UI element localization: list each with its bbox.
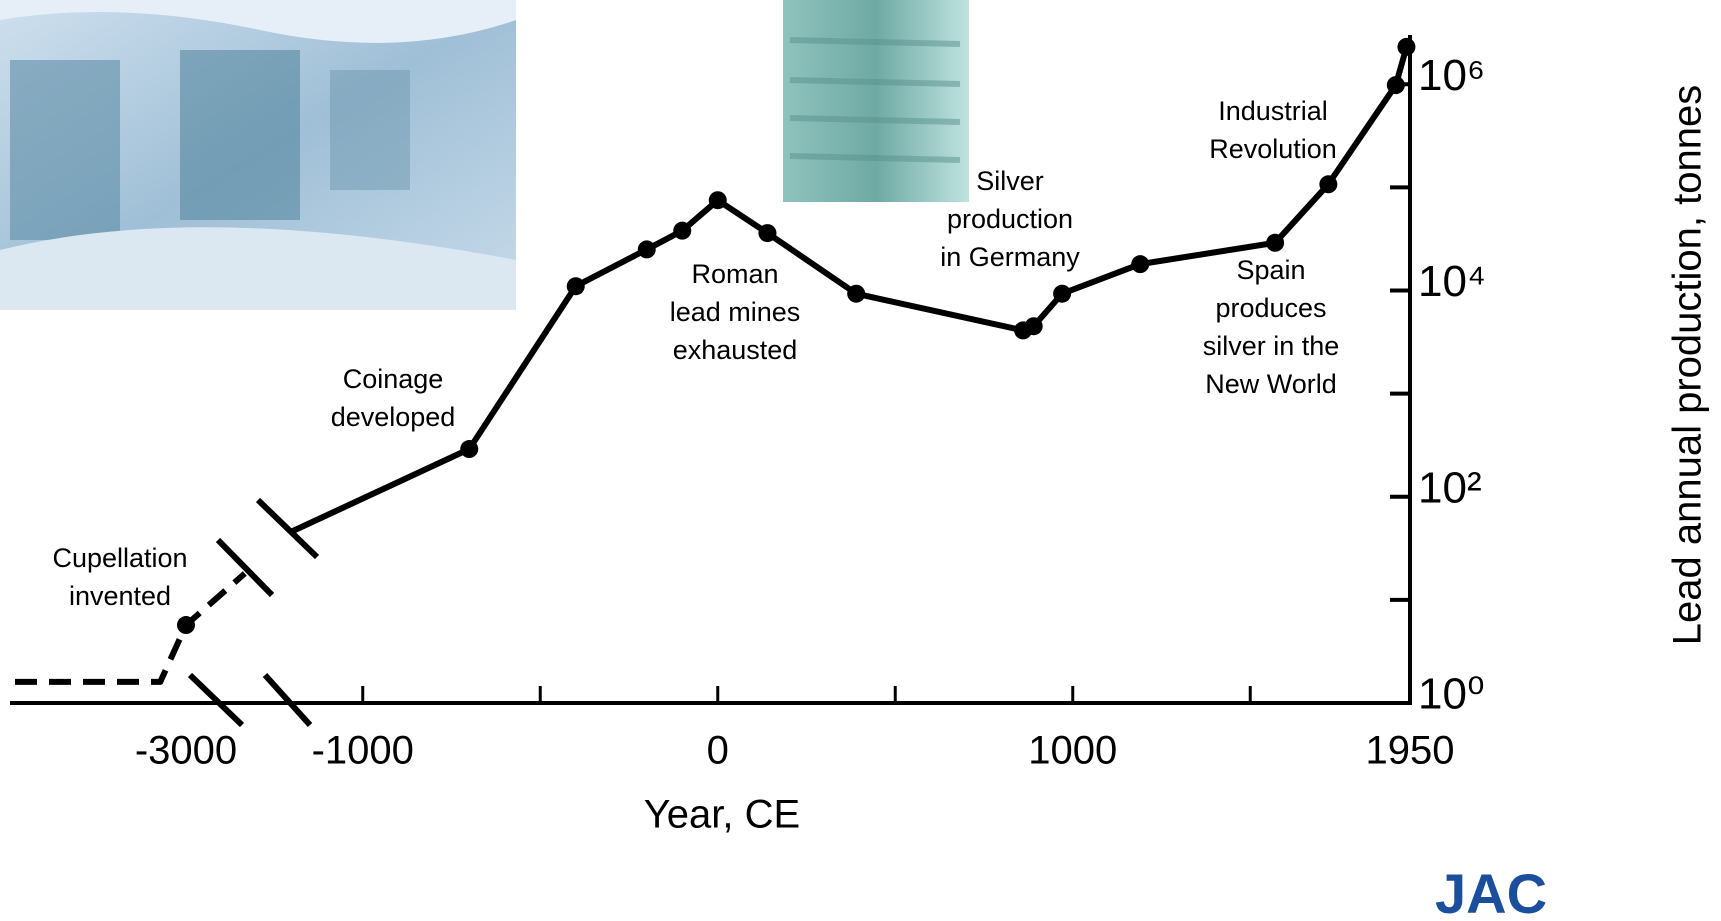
x-tick-label: -3000 bbox=[135, 729, 237, 773]
annotation: New World bbox=[1205, 369, 1337, 399]
x-tick-label: 1950 bbox=[1366, 729, 1455, 773]
logo: JAC bbox=[1435, 862, 1547, 921]
data-point bbox=[709, 191, 727, 209]
data-point bbox=[673, 222, 691, 240]
x-tick-label: -1000 bbox=[312, 729, 414, 773]
annotation: developed bbox=[331, 402, 456, 432]
page: {"chart_data": { "type": "line", "log_y"… bbox=[0, 0, 1721, 921]
data-point bbox=[1266, 234, 1284, 252]
annotation: Roman bbox=[691, 259, 778, 289]
annotation: in Germany bbox=[940, 242, 1080, 272]
data-point bbox=[1131, 255, 1149, 273]
annotation: invented bbox=[69, 581, 171, 611]
annotation: Spain bbox=[1236, 255, 1305, 285]
ice-core-photo bbox=[783, 0, 969, 202]
axis-breaks bbox=[190, 500, 317, 725]
data-point bbox=[847, 285, 865, 303]
annotation: production bbox=[947, 204, 1073, 234]
data-point bbox=[177, 616, 195, 634]
data-point bbox=[567, 277, 585, 295]
annotation: Industrial bbox=[1218, 96, 1328, 126]
data-point bbox=[1053, 285, 1071, 303]
annotation: silver in the bbox=[1203, 331, 1340, 361]
x-axis-title: Year, CE bbox=[644, 793, 800, 837]
y-tick-label: 10⁶ bbox=[1418, 51, 1485, 100]
annotation: Cupellation bbox=[52, 543, 187, 573]
annotation: lead mines bbox=[670, 297, 801, 327]
annotation: exhausted bbox=[673, 335, 798, 365]
y-tick-label: 10⁴ bbox=[1418, 257, 1486, 306]
y-tick-label: 10² bbox=[1418, 463, 1482, 512]
chart: Year, CE Lead annual production, tonnes … bbox=[0, 0, 1721, 921]
annotation: produces bbox=[1215, 293, 1326, 323]
data-point bbox=[1025, 317, 1043, 335]
ice-photo bbox=[0, 0, 516, 310]
x-tick-label: 0 bbox=[707, 729, 729, 773]
y-tick-label: 10⁰ bbox=[1418, 670, 1485, 719]
annotation: Silver bbox=[976, 166, 1044, 196]
data-point bbox=[1319, 175, 1337, 193]
annotation: Coinage bbox=[343, 364, 444, 394]
annotation: Revolution bbox=[1209, 134, 1337, 164]
data-point bbox=[758, 224, 776, 242]
data-point bbox=[1397, 38, 1415, 56]
data-point bbox=[638, 240, 656, 258]
y-axis-title: Lead annual production, tonnes bbox=[1666, 85, 1710, 645]
data-point bbox=[1387, 76, 1405, 94]
x-tick-label: 1000 bbox=[1028, 729, 1117, 773]
data-point bbox=[460, 440, 478, 458]
